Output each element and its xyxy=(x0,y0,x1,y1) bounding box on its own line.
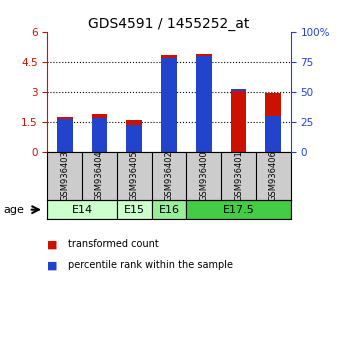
Bar xyxy=(152,200,186,219)
Text: GSM936400: GSM936400 xyxy=(199,150,208,201)
Bar xyxy=(92,118,107,152)
Bar xyxy=(231,91,246,152)
Bar xyxy=(196,56,212,152)
Text: transformed count: transformed count xyxy=(68,239,158,249)
Text: GSM936402: GSM936402 xyxy=(165,150,173,201)
Text: GSM936403: GSM936403 xyxy=(60,150,69,201)
Bar xyxy=(265,116,281,152)
Bar xyxy=(186,200,291,219)
Bar xyxy=(57,117,73,152)
Bar xyxy=(265,93,281,152)
Bar xyxy=(47,200,117,219)
Bar xyxy=(92,114,107,152)
Bar xyxy=(196,54,212,152)
Text: GSM936406: GSM936406 xyxy=(269,150,278,201)
Text: ■: ■ xyxy=(47,261,58,270)
Bar xyxy=(161,55,177,152)
Text: E15: E15 xyxy=(124,205,145,215)
Text: age: age xyxy=(3,205,24,215)
Title: GDS4591 / 1455252_at: GDS4591 / 1455252_at xyxy=(88,17,250,31)
Bar xyxy=(126,125,142,152)
Text: E16: E16 xyxy=(159,205,179,215)
Text: E17.5: E17.5 xyxy=(223,205,255,215)
Bar xyxy=(57,119,73,152)
Text: GSM936405: GSM936405 xyxy=(130,150,139,201)
Bar xyxy=(161,58,177,152)
Bar xyxy=(231,90,246,91)
Bar xyxy=(126,120,142,152)
Text: E14: E14 xyxy=(72,205,93,215)
Text: GSM936404: GSM936404 xyxy=(95,150,104,201)
Text: GSM936401: GSM936401 xyxy=(234,150,243,201)
Bar xyxy=(117,200,152,219)
Text: ■: ■ xyxy=(47,239,58,249)
Text: percentile rank within the sample: percentile rank within the sample xyxy=(68,261,233,270)
